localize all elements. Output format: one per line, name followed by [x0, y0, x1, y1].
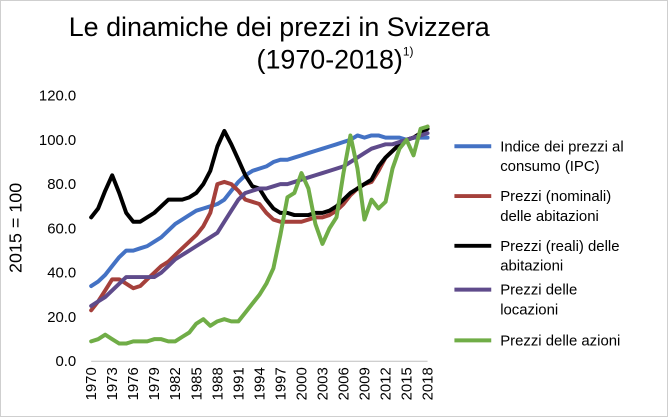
- series-line-4: [89, 131, 430, 308]
- x-tick-label: 1991: [230, 367, 247, 400]
- x-tick-label: 2015: [399, 367, 416, 400]
- x-tick-label: 2009: [356, 367, 373, 400]
- legend-label: Prezzi (nominali) delle abitazioni: [500, 188, 611, 225]
- series-line-1: [89, 133, 430, 289]
- x-tick-label: 1997: [272, 367, 289, 400]
- x-tick-label: 2006: [335, 367, 352, 400]
- legend-entry-1: Indice dei prezzi al consumo (IPC): [454, 138, 624, 175]
- x-tick-label: 2003: [314, 367, 331, 400]
- y-tick-label: 120.0: [39, 88, 76, 105]
- y-axis-label: 2015 = 100: [6, 183, 26, 273]
- x-tick-label: 2000: [293, 367, 310, 400]
- x-tick-label: 1985: [188, 367, 205, 400]
- y-tick-label: 20.0: [47, 309, 76, 326]
- chart-title-footnote: 1): [403, 45, 414, 59]
- x-tick-label: 2018: [420, 367, 437, 400]
- x-tick-label: 1982: [167, 367, 184, 400]
- x-tick-label: 1973: [104, 367, 121, 400]
- y-tick-label: 40.0: [47, 265, 76, 282]
- y-axis-ticks: 0.0 20.0 40.0 60.0 80.0 100.0 120.0: [39, 88, 76, 371]
- legend-label: Prezzi delle locazioni: [500, 282, 577, 319]
- legend-entry-5: Prezzi delle azioni: [454, 332, 620, 349]
- x-tick-label: 1988: [209, 367, 226, 400]
- legend-label: Prezzi delle azioni: [500, 332, 620, 349]
- legend-label: Prezzi (reali) delle abitazioni: [500, 238, 619, 275]
- x-tick-label: 1976: [125, 367, 142, 400]
- chart-title-line1: Le dinamiche dei prezzi in Svizzera: [69, 12, 490, 42]
- legend-label: Indice dei prezzi al consumo (IPC): [500, 138, 623, 175]
- x-tick-label: 1970: [83, 367, 100, 400]
- series-line-2: [89, 124, 430, 313]
- x-axis-ticks: 1970 1973 1976 1979 1982 1985 1988 1991 1994 1997…: [83, 367, 436, 400]
- x-tick-label: 2012: [377, 367, 394, 400]
- y-tick-label: 0.0: [56, 353, 77, 370]
- x-tick-label: 1994: [251, 367, 268, 400]
- chart-title-line2: (1970-2018)1): [257, 45, 414, 75]
- legend-entry-3: Prezzi (reali) delle abitazioni: [454, 238, 619, 275]
- y-tick-label: 100.0: [39, 132, 76, 149]
- y-tick-label: 60.0: [47, 220, 76, 237]
- legend-entry-2: Prezzi (nominali) delle abitazioni: [454, 188, 611, 225]
- y-tick-label: 80.0: [47, 176, 76, 193]
- series-line-5: [89, 124, 430, 346]
- legend-entry-4: Prezzi delle locazioni: [454, 282, 577, 319]
- legend: Indice dei prezzi al consumo (IPC) Prezzi …: [454, 138, 624, 349]
- x-tick-label: 1979: [146, 367, 163, 400]
- chart-title-years: (1970-2018): [257, 45, 403, 75]
- series-lines: [89, 124, 430, 346]
